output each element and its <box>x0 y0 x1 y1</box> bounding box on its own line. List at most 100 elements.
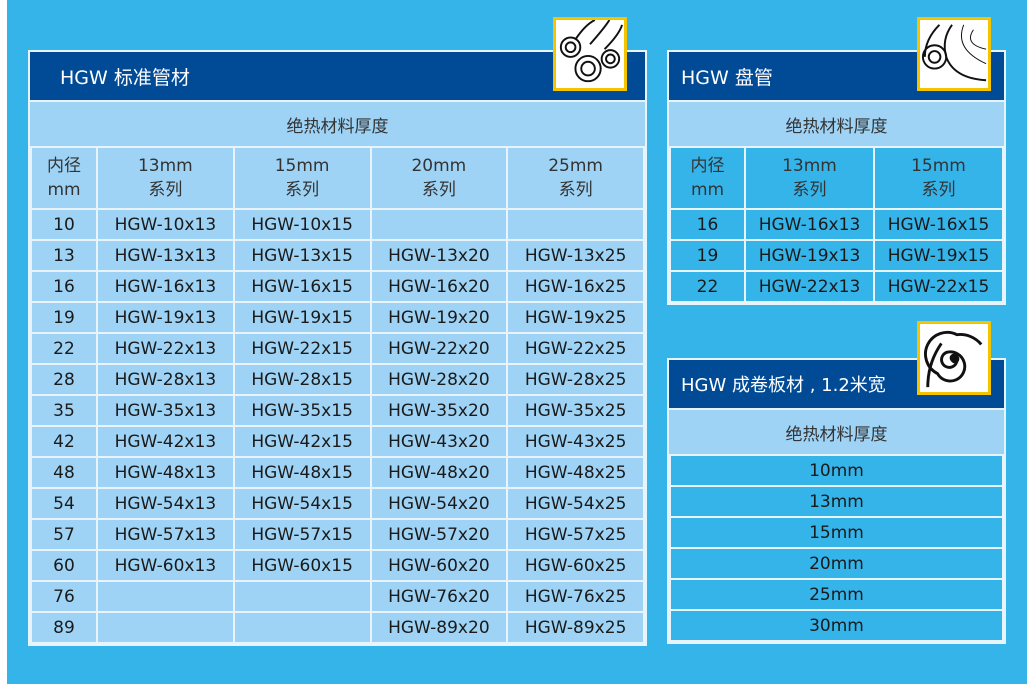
table-row: 22 HGW-22x13 HGW-22x15 <box>669 270 1004 303</box>
diameter-cell: 54 <box>30 487 98 520</box>
model-cell: HGW-57x13 <box>96 518 235 551</box>
column-header: 内径 mm <box>669 146 746 210</box>
standard-pipe-panel: HGW 标准管材 绝热材料厚度 内径 mm 13mm 系列 15mm 系列 20mm 系列 25… <box>28 50 647 646</box>
column-header-line: mm <box>47 180 81 200</box>
model-cell: HGW-54x25 <box>506 487 645 520</box>
model-cell: HGW-42x13 <box>96 425 235 458</box>
table-row: 30mm <box>669 609 1004 642</box>
column-header: 13mm 系列 <box>96 146 235 210</box>
model-cell: HGW-43x25 <box>506 425 645 458</box>
thickness-cell: 13mm <box>669 485 1004 518</box>
diameter-cell: 57 <box>30 518 98 551</box>
model-cell: HGW-22x13 <box>96 332 235 365</box>
model-cell: HGW-19x15 <box>873 239 1004 272</box>
model-cell: HGW-48x20 <box>369 456 509 489</box>
model-cell: HGW-43x20 <box>369 425 509 458</box>
table-row: 10 HGW-10x13 HGW-10x15 <box>30 208 645 241</box>
column-header-line: 15mm <box>911 156 966 176</box>
model-cell <box>232 611 372 644</box>
model-cell: HGW-48x25 <box>506 456 645 489</box>
column-header: 20mm 系列 <box>369 146 509 210</box>
model-cell: HGW-48x15 <box>232 456 372 489</box>
table-row: 13 HGW-13x13 HGW-13x15 HGW-13x20 HGW-13x25 <box>30 239 645 272</box>
table-row: 76 HGW-76x20 HGW-76x25 <box>30 580 645 613</box>
column-header-row: 内径 mm 13mm 系列 15mm 系列 <box>669 146 1004 210</box>
column-header-line: 系列 <box>285 180 320 200</box>
column-header-line: 15mm <box>274 156 330 176</box>
model-cell: HGW-16x15 <box>232 270 372 303</box>
diameter-cell: 89 <box>30 611 98 644</box>
model-cell: HGW-13x25 <box>506 239 645 272</box>
model-cell: HGW-13x15 <box>232 239 372 272</box>
model-cell: HGW-19x13 <box>744 239 875 272</box>
roll-sheet-icon <box>917 321 991 395</box>
model-cell: HGW-10x13 <box>96 208 235 241</box>
diameter-cell: 19 <box>669 239 746 272</box>
diameter-cell: 22 <box>669 270 746 303</box>
model-cell: HGW-28x20 <box>369 363 509 396</box>
table-row: 16 HGW-16x13 HGW-16x15 <box>669 208 1004 241</box>
column-header: 内径 mm <box>30 146 98 210</box>
column-header: 15mm 系列 <box>232 146 372 210</box>
roll-sheet-subtitle: 绝热材料厚度 <box>669 408 1004 454</box>
model-cell: HGW-13x20 <box>369 239 509 272</box>
model-cell: HGW-60x13 <box>96 549 235 582</box>
model-cell: HGW-76x20 <box>369 580 509 613</box>
column-header-line: 系列 <box>558 180 593 200</box>
model-cell: HGW-35x15 <box>232 394 372 427</box>
thickness-cell: 30mm <box>669 609 1004 642</box>
column-header-line: 系列 <box>148 180 183 200</box>
standard-pipe-title: HGW 标准管材 <box>30 52 645 100</box>
table-row: 57 HGW-57x13 HGW-57x15 HGW-57x20 HGW-57x25 <box>30 518 645 551</box>
column-header: 13mm 系列 <box>744 146 875 210</box>
table-row: 16 HGW-16x13 HGW-16x15 HGW-16x20 HGW-16x25 <box>30 270 645 303</box>
diameter-cell: 76 <box>30 580 98 613</box>
table-row: 25mm <box>669 578 1004 611</box>
table-row: 54 HGW-54x13 HGW-54x15 HGW-54x20 HGW-54x25 <box>30 487 645 520</box>
column-header-line: 系列 <box>421 180 456 200</box>
model-cell: HGW-22x15 <box>232 332 372 365</box>
pipe-sections-icon <box>553 17 627 91</box>
column-header: 15mm 系列 <box>873 146 1004 210</box>
diameter-cell: 22 <box>30 332 98 365</box>
model-cell: HGW-16x13 <box>96 270 235 303</box>
model-cell <box>96 611 235 644</box>
model-cell: HGW-35x13 <box>96 394 235 427</box>
model-cell: HGW-35x25 <box>506 394 645 427</box>
model-cell: HGW-19x13 <box>96 301 235 334</box>
diameter-cell: 10 <box>30 208 98 241</box>
table-row: 28 HGW-28x13 HGW-28x15 HGW-28x20 HGW-28x25 <box>30 363 645 396</box>
table-row: 15mm <box>669 516 1004 549</box>
table-row: 22 HGW-22x13 HGW-22x15 HGW-22x20 HGW-22x25 <box>30 332 645 365</box>
column-header-line: 内径 <box>47 156 81 176</box>
model-cell: HGW-48x13 <box>96 456 235 489</box>
standard-pipe-table: 内径 mm 13mm 系列 15mm 系列 20mm 系列 25mm 系列 10 HGW-10x13 H… <box>30 146 645 644</box>
model-cell: HGW-57x15 <box>232 518 372 551</box>
model-cell: HGW-22x20 <box>369 332 509 365</box>
coil-pipe-table: 内径 mm 13mm 系列 15mm 系列 16 HGW-16x13 HGW-16x15 19 HG… <box>669 146 1004 303</box>
table-row: 48 HGW-48x13 HGW-48x15 HGW-48x20 HGW-48x25 <box>30 456 645 489</box>
model-cell: HGW-16x20 <box>369 270 509 303</box>
coil-pipe-subtitle: 绝热材料厚度 <box>669 100 1004 146</box>
model-cell: HGW-54x15 <box>232 487 372 520</box>
model-cell: HGW-57x25 <box>506 518 645 551</box>
diameter-cell: 13 <box>30 239 98 272</box>
model-cell <box>369 208 509 241</box>
diameter-cell: 35 <box>30 394 98 427</box>
column-header-line: 内径 <box>690 156 725 176</box>
model-cell: HGW-16x13 <box>744 208 875 241</box>
column-header-line: mm <box>690 180 725 200</box>
column-header: 25mm 系列 <box>506 146 645 210</box>
model-cell: HGW-54x20 <box>369 487 509 520</box>
column-header-line: 13mm <box>137 156 193 176</box>
model-cell <box>96 580 235 613</box>
column-header-line: 13mm <box>782 156 837 176</box>
model-cell: HGW-35x20 <box>369 394 509 427</box>
column-header-line: 系列 <box>921 180 956 200</box>
roll-sheet-title: HGW 成卷板材 , 1.2米宽 <box>669 360 1004 408</box>
model-cell: HGW-22x15 <box>873 270 1004 303</box>
diameter-cell: 48 <box>30 456 98 489</box>
model-cell: HGW-89x20 <box>369 611 509 644</box>
thickness-cell: 25mm <box>669 578 1004 611</box>
diameter-cell: 19 <box>30 301 98 334</box>
